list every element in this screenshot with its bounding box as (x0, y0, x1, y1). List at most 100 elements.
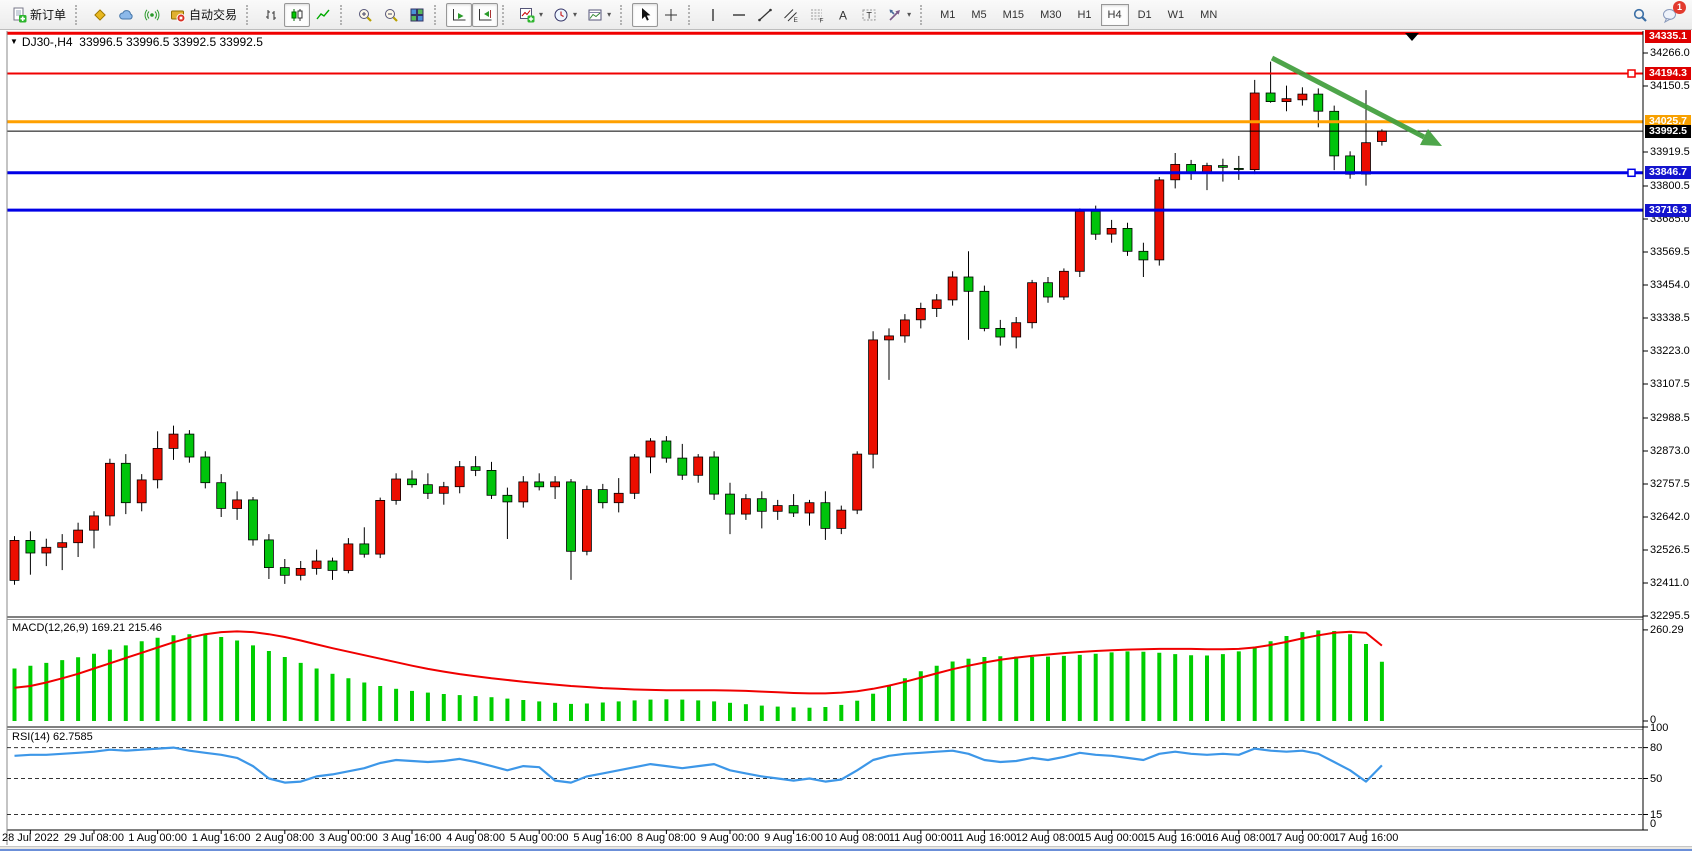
tab-timeframe-d1[interactable]: D1 (1137, 8, 1152, 21)
zoom-in-button[interactable] (352, 3, 378, 27)
chevron-down-icon[interactable]: ▾ (607, 10, 612, 19)
new-order-button[interactable]: 新订单 (6, 3, 71, 27)
templates-button[interactable]: ▾ (582, 3, 616, 27)
bar-chart-icon (263, 7, 279, 23)
toolbar-separator (502, 4, 510, 25)
time-marker-icon[interactable] (1405, 33, 1419, 41)
line-chart-icon (315, 7, 331, 23)
new-order-icon (11, 7, 27, 23)
signals-button[interactable] (139, 3, 165, 27)
periods-button[interactable]: ▾ (548, 3, 582, 27)
new-order-button-label: 新订单 (30, 8, 67, 22)
tab-timeframe-m1[interactable]: M1 (940, 8, 956, 21)
autotrading-icon (170, 7, 186, 23)
tile-windows-icon (409, 7, 425, 23)
text-icon: A (835, 7, 851, 23)
window-bottom-accent (0, 849, 1692, 851)
trendline-button[interactable] (752, 3, 778, 27)
tab-timeframe-m15[interactable]: M15 (1002, 8, 1025, 21)
level-line-handle (1627, 69, 1636, 78)
notification-badge: 1 (1673, 0, 1686, 14)
tab-timeframe-w1[interactable]: W1 (1167, 8, 1185, 21)
zoom-out-icon (383, 7, 399, 23)
tab-timeframe-h4[interactable]: H4 (1100, 3, 1129, 26)
signal-icon (144, 7, 160, 23)
trendline-icon (757, 7, 773, 23)
candlestick-series (9, 61, 1387, 585)
autotrading-button-label: 自动交易 (189, 8, 238, 22)
svg-text:E: E (794, 17, 799, 23)
macd-signal-line (14, 630, 1383, 695)
vline-icon (705, 7, 721, 23)
level-line-handle (1627, 168, 1636, 178)
crosshair-icon (663, 7, 679, 23)
hline-icon (731, 7, 747, 23)
text-label-button[interactable]: T (856, 3, 882, 27)
trend-arrow-annotation[interactable] (1270, 55, 1442, 146)
shapes-icon (887, 7, 903, 23)
template-icon (587, 7, 603, 23)
cursor-button[interactable] (632, 2, 659, 27)
toolbar-separator (434, 4, 442, 25)
toolbar-separator (75, 4, 83, 25)
tab-timeframe-mn[interactable]: MN (1200, 8, 1218, 21)
tab-timeframe-m30[interactable]: M30 (1040, 8, 1062, 21)
autotrading-button[interactable]: 自动交易 (165, 3, 242, 27)
text-label-icon: T (861, 7, 877, 23)
chat-icon (1663, 8, 1676, 23)
horizontal-line-button[interactable] (726, 3, 752, 27)
tab-timeframe-h1[interactable]: H1 (1077, 8, 1092, 21)
rsi-line (14, 746, 1383, 784)
auto-scroll-icon (451, 7, 467, 23)
equidistant-channel-button[interactable]: E (778, 3, 804, 27)
axis-tick-marks (29, 52, 1648, 834)
toolbar-separator (688, 4, 696, 25)
toolbar-separator (620, 4, 628, 25)
chart-shift-icon (477, 7, 493, 23)
macd-histogram (12, 630, 1384, 721)
zoom-in-icon (357, 7, 373, 23)
market-button[interactable] (87, 3, 113, 27)
indicators-button[interactable]: ▾ (514, 3, 548, 27)
toolbar: 新订单 自动交易 ▾ ▾ ▾ E F A T ▾ M1 M5 M15 M30 H1 H4 D1 W1 MN 1 (0, 0, 1692, 30)
auto-scroll-button[interactable] (446, 2, 473, 27)
toolbar-separator (920, 4, 928, 25)
shapes-button[interactable]: ▾ (882, 3, 916, 27)
search-button[interactable] (1630, 5, 1650, 25)
candlestick-chart-button[interactable] (284, 2, 311, 27)
community-button[interactable] (113, 3, 139, 27)
vertical-line-button[interactable] (700, 3, 726, 27)
fibonacci-icon: F (809, 7, 825, 24)
toolbar-separator (340, 4, 348, 25)
text-button[interactable]: A (830, 3, 856, 27)
zoom-out-button[interactable] (378, 3, 404, 27)
svg-text:A: A (839, 8, 847, 22)
window-bottom-edge (0, 846, 1692, 851)
chevron-down-icon[interactable]: ▾ (907, 10, 912, 19)
indicators-icon (519, 7, 535, 23)
search-icon (1633, 8, 1647, 22)
svg-text:T: T (866, 10, 872, 20)
chevron-down-icon[interactable]: ▾ (573, 10, 578, 19)
svg-text:F: F (820, 17, 824, 23)
tab-timeframe-m5[interactable]: M5 (971, 8, 987, 21)
pane-borders (6, 31, 1644, 845)
chevron-down-icon[interactable]: ▾ (539, 10, 544, 19)
crosshair-button[interactable] (658, 3, 684, 27)
bar-chart-button[interactable] (258, 3, 284, 27)
chart-shift-button[interactable] (472, 2, 499, 27)
line-chart-button[interactable] (310, 3, 336, 27)
fibonacci-button[interactable]: F (804, 3, 830, 27)
chat-button[interactable]: 1 (1660, 0, 1686, 25)
horizontal-level-lines[interactable] (7, 31, 1643, 212)
cursor-icon (637, 7, 653, 23)
tile-windows-button[interactable] (404, 3, 430, 27)
cloud-icon (118, 7, 134, 23)
candlestick-icon (289, 7, 305, 23)
toolbar-separator (246, 4, 254, 25)
clock-icon (553, 7, 569, 23)
gold-cube-icon (92, 7, 108, 23)
channel-icon: E (783, 7, 799, 24)
